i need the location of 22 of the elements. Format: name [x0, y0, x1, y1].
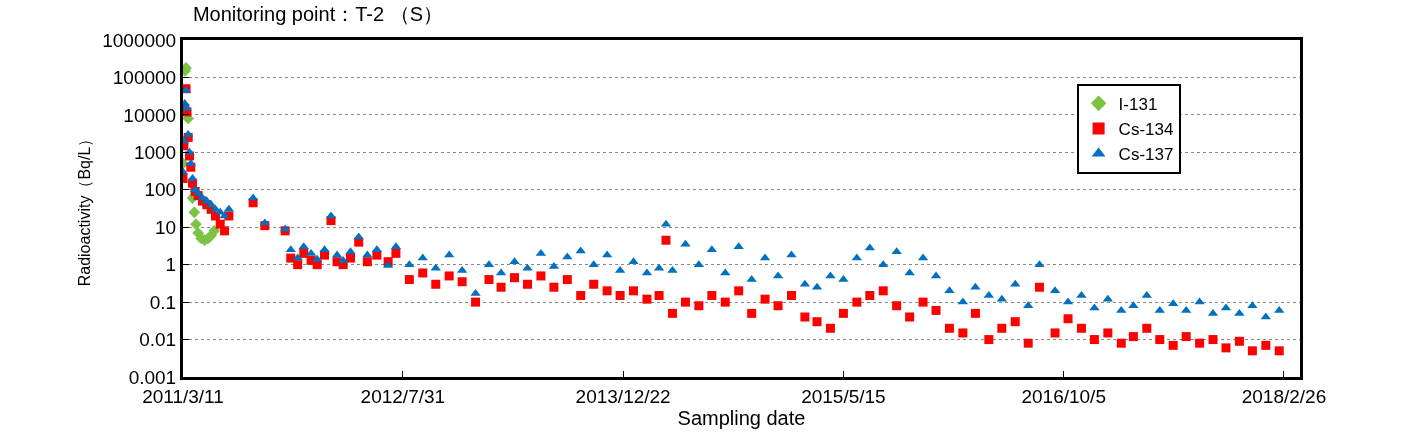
x-axis-title: Sampling date [677, 406, 806, 429]
legend-label: I-131 [1118, 94, 1158, 114]
y-tick-label: 1000000 [102, 29, 177, 51]
x-tick-label: 2018/2/26 [1241, 385, 1327, 407]
legend-label: Cs-134 [1118, 120, 1174, 140]
y-tick-label: 0.01 [139, 329, 177, 351]
y-tick-label: 0.001 [128, 366, 177, 388]
x-tick-label: 2015/5/15 [801, 385, 886, 407]
x-tick-label: 2013/12/22 [575, 385, 671, 407]
x-tick-label: 2012/7/31 [360, 385, 446, 407]
legend-label: Cs-137 [1118, 145, 1174, 165]
y-tick-label: 1 [165, 254, 177, 276]
x-tick-label: 2011/3/11 [142, 385, 224, 407]
y-tick-label: 0.1 [149, 291, 177, 313]
y-tick-label: 100000 [112, 67, 177, 89]
x-tick-label: 2016/10/5 [1021, 385, 1106, 407]
y-tick-label: 10 [155, 216, 177, 238]
y-tick-label: 10000 [123, 104, 177, 126]
chart-title: Monitoring point：T-2 （S） [192, 2, 444, 25]
y-tick-label: 1000 [133, 141, 177, 163]
y-tick-label: 100 [144, 179, 177, 201]
y-axis-title: Radioactivity（Bq/L） [76, 130, 94, 287]
